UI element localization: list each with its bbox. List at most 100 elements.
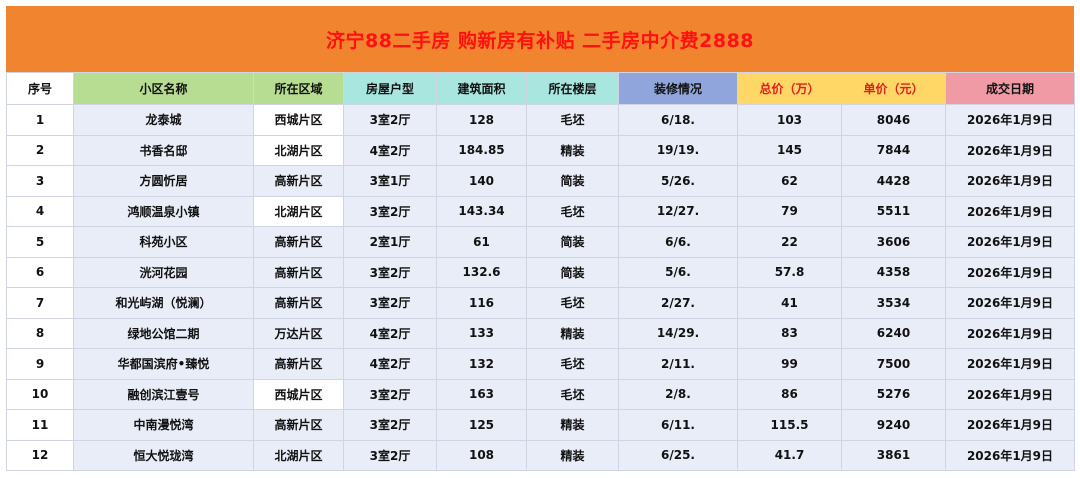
- cell-area: 163: [436, 378, 527, 410]
- cell-decoration: 6/25.: [618, 439, 738, 471]
- cell-index: 5: [6, 226, 74, 258]
- cell-area: 132.6: [436, 256, 527, 288]
- table-row: 6 洸河花园 高新片区 3室2厅 132.6 简装 5/6. 57.8 4358 2026年1月9…: [6, 256, 1075, 288]
- cell-floor: 精装: [526, 317, 619, 349]
- cell-layout: 3室2厅: [343, 409, 437, 441]
- cell-index: 1: [6, 104, 74, 136]
- cell-index: 4: [6, 195, 74, 227]
- cell-layout: 3室2厅: [343, 439, 437, 471]
- cell-floor: 精装: [526, 409, 619, 441]
- cell-area: 116: [436, 287, 527, 319]
- cell-area: 140: [436, 165, 527, 197]
- cell-index: 7: [6, 287, 74, 319]
- cell-decoration: 19/19.: [618, 134, 738, 166]
- cell-unit-price: 7500: [841, 348, 946, 380]
- cell-area: 128: [436, 104, 527, 136]
- cell-district: 北湖片区: [253, 195, 344, 227]
- cell-district: 高新片区: [253, 287, 344, 319]
- header-district: 所在区域: [253, 72, 344, 105]
- table-row: 12 恒大悦珑湾 北湖片区 3室2厅 108 精装 6/25. 41.7 3861 2026年1月…: [6, 439, 1075, 471]
- table-row: 10 融创滨江壹号 西城片区 3室2厅 163 毛坯 2/8. 86 5276 2026年1月9日: [6, 378, 1075, 410]
- cell-total-price: 22: [737, 226, 842, 258]
- cell-floor: 毛坯: [526, 348, 619, 380]
- cell-decoration: 2/8.: [618, 378, 738, 410]
- cell-layout: 3室2厅: [343, 287, 437, 319]
- cell-area: 125: [436, 409, 527, 441]
- cell-total-price: 83: [737, 317, 842, 349]
- cell-total-price: 62: [737, 165, 842, 197]
- table-row: 1 龙泰城 西城片区 3室2厅 128 毛坯 6/18. 103 8046 2026年1月9日: [6, 104, 1075, 136]
- cell-unit-price: 4358: [841, 256, 946, 288]
- cell-index: 8: [6, 317, 74, 349]
- cell-index: 2: [6, 134, 74, 166]
- cell-layout: 3室2厅: [343, 195, 437, 227]
- table-body: 1 龙泰城 西城片区 3室2厅 128 毛坯 6/18. 103 8046 2026年1月9日 2 书…: [6, 104, 1075, 471]
- transaction-table: 序号 小区名称 所在区域 房屋户型 建筑面积 所在楼层 装修情况 总价（万） 单…: [6, 72, 1075, 471]
- header-decoration: 装修情况: [618, 72, 738, 105]
- cell-floor: 毛坯: [526, 195, 619, 227]
- cell-layout: 2室1厅: [343, 226, 437, 258]
- cell-district: 高新片区: [253, 165, 344, 197]
- cell-layout: 4室2厅: [343, 348, 437, 380]
- cell-community: 科苑小区: [73, 226, 254, 258]
- cell-total-price: 99: [737, 348, 842, 380]
- cell-total-price: 103: [737, 104, 842, 136]
- table-row: 5 科苑小区 高新片区 2室1厅 61 简装 6/6. 22 3606 2026年1月9日: [6, 226, 1075, 258]
- cell-layout: 3室1厅: [343, 165, 437, 197]
- cell-index: 12: [6, 439, 74, 471]
- cell-unit-price: 3861: [841, 439, 946, 471]
- cell-district: 西城片区: [253, 104, 344, 136]
- table-row: 3 方圆忻居 高新片区 3室1厅 140 简装 5/26. 62 4428 2026年1月9日: [6, 165, 1075, 197]
- cell-area: 133: [436, 317, 527, 349]
- cell-index: 10: [6, 378, 74, 410]
- cell-deal-date: 2026年1月9日: [945, 256, 1075, 288]
- cell-deal-date: 2026年1月9日: [945, 104, 1075, 136]
- cell-deal-date: 2026年1月9日: [945, 409, 1075, 441]
- table-row: 4 鸿顺温泉小镇 北湖片区 3室2厅 143.34 毛坯 12/27. 79 5511 2026年…: [6, 195, 1075, 227]
- cell-layout: 4室2厅: [343, 317, 437, 349]
- page-title: 济宁88二手房 购新房有补贴 二手房中介费2888: [325, 29, 755, 52]
- title-bar: 济宁88二手房 购新房有补贴 二手房中介费2888: [6, 6, 1074, 72]
- header-index: 序号: [6, 72, 74, 105]
- cell-deal-date: 2026年1月9日: [945, 287, 1075, 319]
- cell-total-price: 115.5: [737, 409, 842, 441]
- cell-district: 万达片区: [253, 317, 344, 349]
- cell-unit-price: 8046: [841, 104, 946, 136]
- table-row: 9 华都国滨府•臻悦 高新片区 4室2厅 132 毛坯 2/11. 99 7500 2026年1月…: [6, 348, 1075, 380]
- cell-layout: 3室2厅: [343, 378, 437, 410]
- cell-floor: 毛坯: [526, 378, 619, 410]
- cell-decoration: 6/6.: [618, 226, 738, 258]
- cell-district: 高新片区: [253, 409, 344, 441]
- cell-decoration: 14/29.: [618, 317, 738, 349]
- cell-floor: 简装: [526, 165, 619, 197]
- cell-community: 绿地公馆二期: [73, 317, 254, 349]
- cell-community: 融创滨江壹号: [73, 378, 254, 410]
- header-community: 小区名称: [73, 72, 254, 105]
- cell-layout: 3室2厅: [343, 256, 437, 288]
- table-row: 8 绿地公馆二期 万达片区 4室2厅 133 精装 14/29. 83 6240 2026年1月9…: [6, 317, 1075, 349]
- table-row: 2 书香名邸 北湖片区 4室2厅 184.85 精装 19/19. 145 7844 2026年1…: [6, 134, 1075, 166]
- header-row: 序号 小区名称 所在区域 房屋户型 建筑面积 所在楼层 装修情况 总价（万） 单…: [6, 72, 1075, 105]
- cell-total-price: 41: [737, 287, 842, 319]
- cell-total-price: 79: [737, 195, 842, 227]
- cell-district: 高新片区: [253, 226, 344, 258]
- cell-deal-date: 2026年1月9日: [945, 317, 1075, 349]
- cell-deal-date: 2026年1月9日: [945, 348, 1075, 380]
- cell-community: 中南漫悦湾: [73, 409, 254, 441]
- cell-floor: 精装: [526, 439, 619, 471]
- cell-index: 6: [6, 256, 74, 288]
- header-total-price: 总价（万）: [737, 72, 842, 105]
- cell-unit-price: 3606: [841, 226, 946, 258]
- cell-area: 108: [436, 439, 527, 471]
- cell-community: 方圆忻居: [73, 165, 254, 197]
- cell-district: 北湖片区: [253, 439, 344, 471]
- cell-decoration: 6/11.: [618, 409, 738, 441]
- cell-floor: 毛坯: [526, 104, 619, 136]
- cell-district: 北湖片区: [253, 134, 344, 166]
- cell-area: 143.34: [436, 195, 527, 227]
- cell-district: 高新片区: [253, 256, 344, 288]
- cell-district: 西城片区: [253, 378, 344, 410]
- cell-floor: 精装: [526, 134, 619, 166]
- cell-deal-date: 2026年1月9日: [945, 378, 1075, 410]
- cell-unit-price: 6240: [841, 317, 946, 349]
